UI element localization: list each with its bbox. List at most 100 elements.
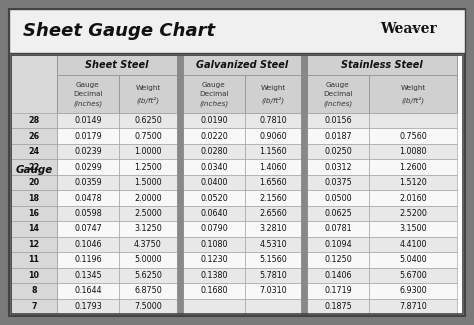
Text: (inches): (inches) (200, 100, 228, 107)
Bar (119, 206, 177, 221)
Bar (307, 175, 369, 190)
Bar (57, 128, 119, 144)
Text: 14: 14 (28, 225, 39, 233)
Bar (245, 75, 301, 113)
Bar (119, 144, 177, 159)
Bar (245, 144, 301, 159)
Bar (183, 190, 245, 206)
Text: 11: 11 (28, 255, 39, 264)
Bar (11, 237, 57, 252)
Text: (inches): (inches) (73, 100, 103, 107)
Bar (11, 190, 57, 206)
Text: 2.0160: 2.0160 (399, 194, 427, 202)
Text: 0.0190: 0.0190 (200, 116, 228, 125)
Bar (245, 237, 301, 252)
Bar (369, 144, 457, 159)
Text: 0.1196: 0.1196 (74, 255, 102, 264)
Text: 0.7500: 0.7500 (134, 132, 162, 141)
Bar (57, 175, 119, 190)
Bar (307, 267, 369, 283)
Text: 2.0000: 2.0000 (134, 194, 162, 202)
Text: 0.0478: 0.0478 (74, 194, 102, 202)
Bar (57, 75, 119, 113)
Text: 5.6700: 5.6700 (399, 271, 427, 280)
Text: Decimal: Decimal (323, 91, 353, 97)
Text: 10: 10 (28, 271, 39, 280)
Text: 1.5120: 1.5120 (399, 178, 427, 187)
Text: 0.0790: 0.0790 (200, 225, 228, 233)
Bar (183, 237, 245, 252)
Bar (369, 221, 457, 237)
Bar (183, 128, 245, 144)
Text: Gauge: Gauge (202, 82, 226, 87)
Bar (369, 128, 457, 144)
Bar (183, 113, 245, 128)
Bar (183, 221, 245, 237)
Text: 4.3750: 4.3750 (134, 240, 162, 249)
Bar (57, 252, 119, 267)
Text: 0.1875: 0.1875 (324, 302, 352, 311)
Bar (11, 159, 57, 175)
Text: 0.6250: 0.6250 (134, 116, 162, 125)
Bar (369, 252, 457, 267)
Text: 0.0179: 0.0179 (74, 132, 102, 141)
Bar (307, 206, 369, 221)
Bar (301, 55, 307, 314)
Bar (307, 113, 369, 128)
Bar (369, 206, 457, 221)
Bar (245, 159, 301, 175)
Text: 0.0149: 0.0149 (74, 116, 102, 125)
Bar (183, 175, 245, 190)
Bar (183, 267, 245, 283)
Text: 8: 8 (31, 286, 37, 295)
Text: 0.0598: 0.0598 (74, 209, 102, 218)
Bar (119, 252, 177, 267)
Bar (11, 175, 57, 190)
Text: 1.0080: 1.0080 (399, 147, 427, 156)
Text: 0.7560: 0.7560 (399, 132, 427, 141)
Bar (11, 299, 57, 314)
Bar (119, 113, 177, 128)
Text: Galvanized Steel: Galvanized Steel (196, 60, 288, 70)
Text: 0.1680: 0.1680 (200, 286, 228, 295)
Text: 0.0299: 0.0299 (74, 162, 102, 172)
Text: 0.0312: 0.0312 (324, 162, 352, 172)
Text: (inches): (inches) (323, 100, 353, 107)
Text: 4.4100: 4.4100 (399, 240, 427, 249)
Text: 5.6250: 5.6250 (134, 271, 162, 280)
Bar (119, 75, 177, 113)
Text: 12: 12 (28, 240, 39, 249)
Bar (57, 113, 119, 128)
Bar (307, 299, 369, 314)
Text: 22: 22 (28, 162, 40, 172)
Text: Decimal: Decimal (199, 91, 229, 97)
Bar (11, 113, 57, 128)
Text: Decimal: Decimal (73, 91, 103, 97)
Bar (119, 221, 177, 237)
Text: 0.0359: 0.0359 (74, 178, 102, 187)
Text: 0.1230: 0.1230 (200, 255, 228, 264)
Text: 2.1560: 2.1560 (259, 194, 287, 202)
Text: (lb/ft²): (lb/ft²) (262, 97, 284, 104)
Bar (9, 9, 465, 53)
Bar (245, 206, 301, 221)
Bar (119, 299, 177, 314)
Text: 26: 26 (28, 132, 39, 141)
Text: 1.5000: 1.5000 (134, 178, 162, 187)
Bar (307, 190, 369, 206)
Text: 0.0520: 0.0520 (200, 194, 228, 202)
Bar (177, 55, 183, 314)
Bar (11, 55, 57, 314)
Bar (57, 144, 119, 159)
Bar (11, 252, 57, 267)
Text: 0.0400: 0.0400 (200, 178, 228, 187)
Bar (183, 144, 245, 159)
Bar (11, 144, 57, 159)
Text: 0.0781: 0.0781 (324, 225, 352, 233)
Bar (245, 190, 301, 206)
Text: 0.1793: 0.1793 (74, 302, 102, 311)
Text: 3.1500: 3.1500 (399, 225, 427, 233)
Text: 0.0187: 0.0187 (324, 132, 352, 141)
Bar (307, 75, 369, 113)
Text: Weaver: Weaver (380, 22, 437, 36)
